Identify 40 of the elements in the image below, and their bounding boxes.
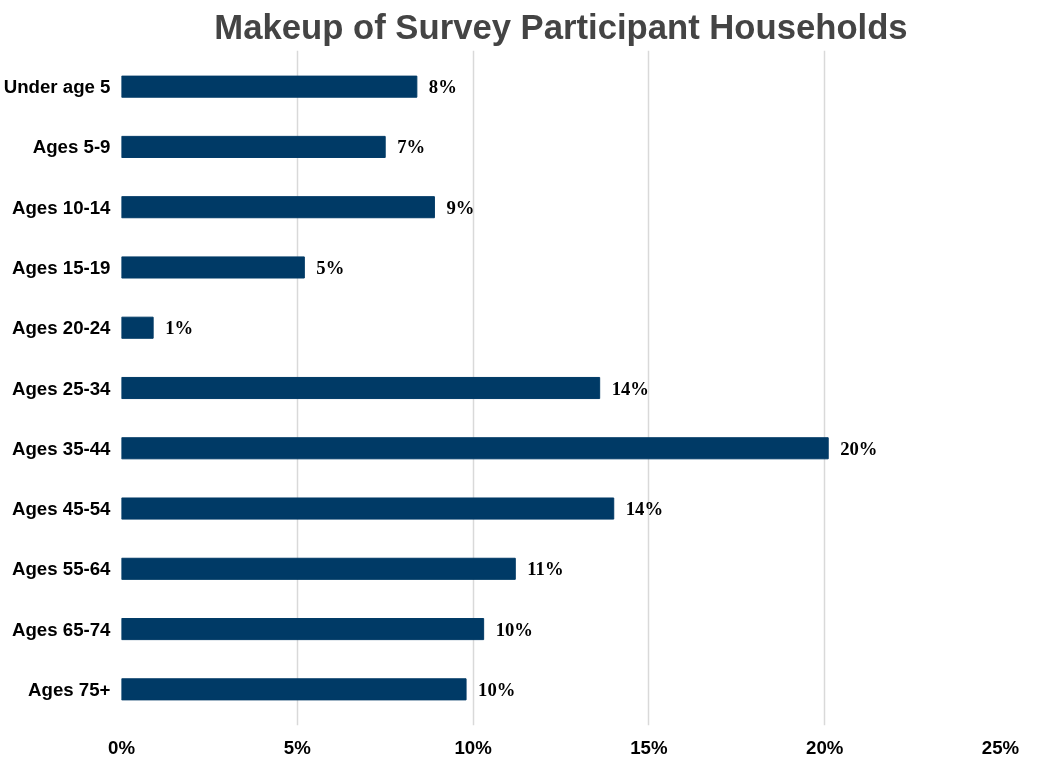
bar [121, 135, 386, 158]
y-tick-label: Ages 5-9 [32, 136, 111, 158]
x-tick-label: 20% [806, 736, 844, 758]
y-tick-label: Ages 10-14 [11, 196, 112, 218]
bar [121, 316, 154, 339]
y-tick-label: Ages 55-64 [11, 558, 112, 580]
data-label: 9% [446, 196, 475, 218]
bar [121, 376, 601, 400]
bar [121, 437, 829, 460]
bar [121, 497, 615, 520]
x-tick-label: 10% [454, 736, 493, 758]
y-tick-label: Under age 5 [3, 76, 111, 98]
bar [121, 678, 467, 701]
y-tick-label: Ages 45-54 [11, 498, 112, 520]
data-label: 8% [428, 76, 457, 98]
data-label: 5% [316, 256, 345, 278]
data-label: 20% [840, 437, 878, 459]
y-tick-label: Ages 75+ [28, 678, 111, 700]
x-tick-label: 0% [108, 736, 136, 758]
data-label: 14% [611, 377, 649, 399]
chart-title: Makeup of Survey Participant Households [214, 7, 908, 46]
data-label: 10% [478, 678, 516, 700]
y-tick-label: Ages 35-44 [11, 437, 112, 459]
bar [121, 618, 485, 641]
bar [121, 196, 435, 219]
bar [121, 75, 418, 98]
data-label: 11% [527, 558, 564, 580]
x-tick-label: 25% [981, 736, 1020, 758]
data-label: 14% [625, 498, 664, 520]
data-label: 7% [397, 136, 426, 158]
bar [121, 256, 305, 279]
x-tick-label: 15% [630, 736, 668, 758]
data-label: 1% [165, 317, 194, 339]
y-tick-label: Ages 20-24 [11, 317, 112, 339]
bar [121, 557, 516, 580]
x-tick-label: 5% [283, 736, 312, 758]
data-label: 10% [495, 618, 533, 640]
y-tick-label: Ages 15-19 [11, 256, 111, 278]
y-tick-label: Ages 25-34 [11, 377, 112, 399]
y-tick-label: Ages 65-74 [11, 618, 112, 640]
